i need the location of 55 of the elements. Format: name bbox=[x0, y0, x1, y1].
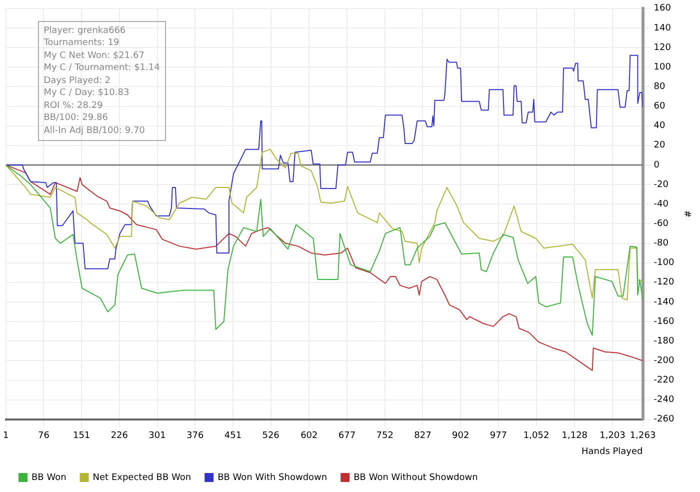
x-tick-label: 151 bbox=[72, 431, 90, 442]
y-tick-label: 160 bbox=[654, 4, 672, 14]
y-tick-label: 0 bbox=[654, 160, 660, 170]
x-tick-label: 977 bbox=[490, 431, 508, 442]
y-tick-label: -140 bbox=[654, 297, 674, 308]
legend-label: BB Won bbox=[32, 472, 66, 483]
x-tick-label: 526 bbox=[262, 431, 280, 442]
y-tick-label: -120 bbox=[654, 278, 674, 288]
x-tick-label: 301 bbox=[148, 431, 166, 442]
y-tick-label: 20 bbox=[654, 140, 666, 151]
annotation: All-In Adj BB/100: 9.70 bbox=[44, 124, 146, 138]
annotation: Tournaments: 19 bbox=[44, 37, 120, 50]
legend-label: BB Won With Showdown bbox=[218, 472, 328, 483]
x-tick-label: 76 bbox=[38, 431, 50, 442]
x-tick-label: 902 bbox=[452, 431, 470, 442]
y-tick-label: -80 bbox=[654, 238, 669, 249]
y-tick-label: -40 bbox=[654, 199, 669, 210]
y-tick-label: -160 bbox=[654, 316, 674, 327]
y-tick-label: 100 bbox=[654, 62, 672, 72]
y-tick-label: -60 bbox=[654, 219, 669, 230]
x-tick-label: 602 bbox=[300, 431, 318, 442]
legend-label: Net Expected BB Won bbox=[92, 472, 192, 483]
annotation: BB/100: 29.86 bbox=[44, 112, 109, 125]
annotation: Days Played: 2 bbox=[44, 74, 112, 88]
x-tick-label: 376 bbox=[186, 431, 204, 442]
x-tick-label: 1,128 bbox=[562, 431, 588, 442]
y-tick-label: -240 bbox=[654, 395, 674, 406]
x-tick-label: 451 bbox=[224, 431, 242, 442]
x-tick-label: 752 bbox=[376, 431, 394, 442]
y-tick-label: -20 bbox=[654, 180, 669, 190]
y-tick-label: -200 bbox=[654, 356, 674, 366]
y-tick-label: -260 bbox=[654, 414, 674, 425]
x-tick-label: 827 bbox=[414, 431, 432, 442]
y-tick-label: 60 bbox=[654, 102, 666, 112]
x-tick-label: 226 bbox=[110, 431, 128, 442]
annotation: ROI %: 28.29 bbox=[44, 100, 104, 112]
y-tick-label: 40 bbox=[654, 121, 666, 132]
x-tick-label: 1,052 bbox=[523, 431, 550, 442]
x-tick-label: 1,263 bbox=[630, 431, 656, 442]
x-tick-label: 1 bbox=[2, 431, 9, 442]
legend-label: BB Won Without Showdown bbox=[354, 472, 478, 483]
y-axis-title: # bbox=[681, 210, 692, 218]
y-tick-label: 140 bbox=[654, 23, 672, 34]
x-tick-label: 677 bbox=[338, 431, 356, 442]
annotation: My C / Tournament: $1.14 bbox=[44, 62, 160, 75]
annotation: My C Net Won: $21.67 bbox=[44, 50, 146, 62]
x-tick-label: 1,203 bbox=[600, 431, 626, 442]
x-axis-title: Hands Played bbox=[581, 446, 643, 457]
y-tick-label: 80 bbox=[654, 82, 666, 92]
annotation: Player: grenka666 bbox=[44, 24, 127, 38]
y-tick-label: -180 bbox=[654, 336, 674, 346]
y-tick-label: -100 bbox=[654, 258, 674, 268]
annotation: My C / Day: $10.83 bbox=[44, 87, 130, 100]
y-tick-label: 120 bbox=[654, 42, 672, 53]
y-tick-label: -220 bbox=[654, 376, 674, 386]
